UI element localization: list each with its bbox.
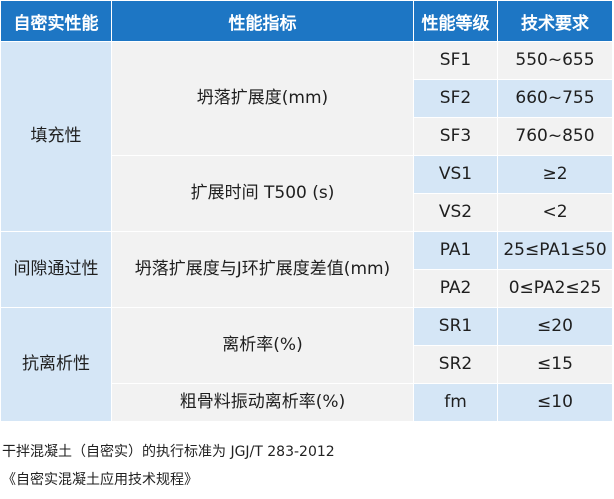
table-row: SF3 760~850 bbox=[1, 117, 613, 156]
table-row: 间隙通过性 坍落扩展度与J环扩展度差值(mm) PA1 25≤PA1≤50 bbox=[0, 231, 613, 308]
indicator-slump-diff: 坍落扩展度与J环扩展度差值(mm) bbox=[111, 231, 414, 308]
grade-cell: SF3 bbox=[413, 117, 498, 156]
requirement-cell: ≤10 bbox=[497, 383, 613, 422]
header-performance: 自密实性能 bbox=[0, 0, 112, 42]
grade-cell: SR2 bbox=[413, 345, 498, 384]
grade-cell: PA2 bbox=[413, 269, 498, 308]
requirement-cell: <2 bbox=[497, 193, 613, 232]
table-row: 扩展时间 T500 (s) VS1 ≥2 bbox=[1, 155, 613, 232]
header-requirement: 技术要求 bbox=[497, 0, 613, 42]
indicator-slump-flow: 坍落扩展度(mm) bbox=[111, 41, 414, 156]
indicator-coarse-vibration: 粗骨料振动离析率(%) bbox=[111, 383, 414, 422]
requirement-cell: ≤20 bbox=[497, 307, 613, 346]
requirement-cell: 0≤PA2≤25 bbox=[497, 269, 613, 308]
spec-table: 自密实性能 性能指标 性能等级 技术要求 填充性 坍落扩展度(mm) SF1 5… bbox=[0, 0, 613, 422]
grade-cell: SF2 bbox=[413, 79, 498, 118]
table-row: 抗离析性 离析率(%) SR1 ≤20 bbox=[0, 307, 613, 422]
requirement-cell: ≥2 bbox=[497, 155, 613, 194]
footnote-standard: 干拌混凝土（自密实）的执行标准为 JGJ/T 283-2012 bbox=[2, 444, 335, 460]
footnote-spec-title: 《自密实混凝土应用技术规程》 bbox=[2, 472, 198, 488]
table-row: SR2 ≤15 bbox=[1, 345, 613, 384]
requirement-cell: 550~655 bbox=[497, 41, 613, 80]
indicator-segregation-rate: 离析率(%) bbox=[111, 307, 414, 384]
group-passing: 间隙通过性 bbox=[0, 231, 112, 308]
requirement-cell: 660~755 bbox=[497, 79, 613, 118]
group-segregation: 抗离析性 bbox=[0, 307, 112, 422]
requirement-cell: 25≤PA1≤50 bbox=[497, 231, 613, 270]
grade-cell: VS2 bbox=[413, 193, 498, 232]
requirement-cell: 760~850 bbox=[497, 117, 613, 156]
table-row: 粗骨料振动离析率(%) fm ≤10 bbox=[1, 383, 613, 422]
group-filling: 填充性 bbox=[0, 41, 112, 232]
grade-cell: SR1 bbox=[413, 307, 498, 346]
table-row: 填充性 坍落扩展度(mm) SF1 550~655 bbox=[0, 41, 613, 232]
grade-cell: PA1 bbox=[413, 231, 498, 270]
table-row: SF2 660~755 bbox=[1, 79, 613, 118]
grade-cell: SF1 bbox=[413, 41, 498, 80]
grade-cell: VS1 bbox=[413, 155, 498, 194]
header-grade: 性能等级 bbox=[413, 0, 498, 42]
grade-cell: fm bbox=[413, 383, 498, 422]
indicator-t500: 扩展时间 T500 (s) bbox=[111, 155, 414, 232]
requirement-cell: ≤15 bbox=[497, 345, 613, 384]
table-header-row: 自密实性能 性能指标 性能等级 技术要求 bbox=[0, 0, 613, 42]
table-row: VS2 <2 bbox=[1, 193, 613, 232]
table-row: PA2 0≤PA2≤25 bbox=[1, 269, 613, 308]
header-indicator: 性能指标 bbox=[111, 0, 414, 42]
